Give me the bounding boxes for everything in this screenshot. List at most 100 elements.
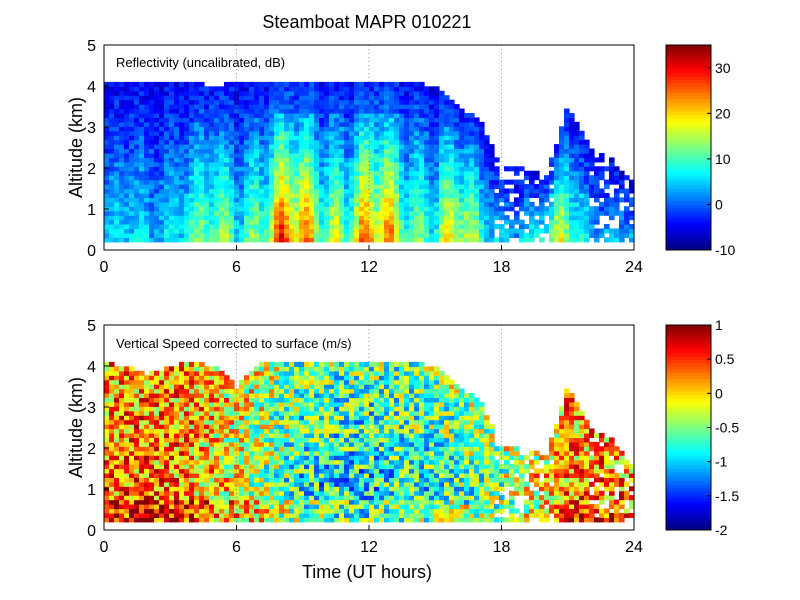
heatmap-cell (379, 144, 385, 150)
heatmap-cell (619, 219, 625, 225)
heatmap-cell (139, 157, 145, 163)
heatmap-cell (424, 157, 430, 163)
heatmap-cell (219, 428, 225, 434)
heatmap-cell (209, 237, 215, 243)
x-tick-label: 18 (493, 259, 511, 276)
heatmap-cell (289, 370, 295, 376)
heatmap-cell (259, 495, 265, 501)
heatmap-cell (244, 477, 250, 483)
heatmap-cell (169, 228, 175, 234)
heatmap-cell (314, 117, 320, 123)
heatmap-cell (299, 384, 305, 390)
heatmap-cell (214, 117, 220, 123)
heatmap-cell (134, 464, 140, 470)
heatmap-cell (134, 424, 140, 430)
heatmap-cell (134, 99, 140, 105)
heatmap-cell (279, 517, 285, 523)
heatmap-cell (289, 397, 295, 403)
heatmap-cell (359, 108, 365, 114)
heatmap-cell (159, 375, 165, 381)
heatmap-cell (214, 419, 220, 425)
heatmap-cell (254, 424, 260, 430)
heatmap-cell (474, 152, 480, 159)
heatmap-cell (484, 206, 490, 212)
heatmap-cell (489, 237, 495, 243)
heatmap-cell (259, 121, 265, 127)
heatmap-cell (149, 388, 155, 394)
heatmap-cell (439, 126, 445, 132)
heatmap-cell (399, 215, 405, 221)
heatmap-cell (174, 517, 180, 523)
heatmap-cell (144, 432, 150, 439)
heatmap-cell (514, 188, 520, 194)
heatmap-cell (279, 432, 285, 439)
heatmap-cell (254, 121, 260, 127)
heatmap-cell (259, 486, 265, 492)
heatmap-cell (144, 175, 150, 181)
heatmap-cell (614, 210, 620, 216)
heatmap-cell (344, 206, 350, 212)
heatmap-cell (299, 464, 305, 470)
heatmap-cell (419, 95, 425, 101)
heatmap-cell (574, 206, 580, 212)
heatmap-cell (124, 477, 130, 483)
heatmap-cell (164, 379, 170, 385)
heatmap-cell (349, 224, 355, 230)
heatmap-cell (334, 95, 340, 101)
heatmap-cell (199, 437, 205, 443)
heatmap-cell (344, 468, 350, 474)
heatmap-cell (149, 472, 155, 478)
heatmap-cell (179, 361, 185, 367)
heatmap-cell (184, 477, 190, 483)
heatmap-cell (189, 424, 195, 430)
heatmap-cell (209, 464, 215, 470)
heatmap-cell (199, 468, 205, 474)
heatmap-cell (444, 206, 450, 212)
heatmap-cell (439, 104, 445, 110)
heatmap-cell (104, 90, 110, 96)
heatmap-cell (609, 232, 615, 238)
heatmap-cell (279, 512, 285, 518)
heatmap-cell (299, 370, 305, 376)
heatmap-cell (224, 384, 230, 390)
heatmap-cell (264, 144, 270, 150)
heatmap-cell (584, 224, 590, 230)
heatmap-cell (249, 228, 255, 234)
heatmap-cell (479, 170, 485, 176)
heatmap-cell (349, 206, 355, 212)
heatmap-cell (419, 90, 425, 96)
heatmap-cell (389, 148, 395, 154)
heatmap-cell (129, 126, 135, 132)
heatmap-cell (474, 175, 480, 181)
heatmap-cell (569, 237, 575, 243)
heatmap-cell (249, 419, 255, 425)
heatmap-cell (354, 157, 360, 163)
heatmap-cell (309, 121, 315, 127)
heatmap-cell (609, 170, 615, 176)
heatmap-cell (574, 215, 580, 221)
heatmap-cell (479, 184, 485, 190)
heatmap-cell (224, 499, 230, 505)
heatmap-cell (189, 135, 195, 141)
heatmap-cell (129, 490, 135, 496)
heatmap-cell (344, 375, 350, 381)
heatmap-cell (264, 401, 270, 407)
heatmap-cell (564, 152, 570, 159)
heatmap-cell (124, 130, 130, 136)
heatmap-cell (254, 175, 260, 181)
heatmap-cell (149, 201, 155, 207)
heatmap-cell (499, 228, 505, 234)
heatmap-cell (339, 392, 345, 399)
heatmap-cell (134, 121, 140, 127)
heatmap-cell (484, 224, 490, 230)
colorbar-swatch (666, 89, 711, 94)
heatmap-cell (104, 477, 110, 483)
heatmap-cell (119, 499, 125, 505)
heatmap-cell (364, 90, 370, 96)
heatmap-cell (419, 219, 425, 225)
heatmap-cell (254, 472, 260, 478)
heatmap-cell (284, 477, 290, 483)
heatmap-cell (559, 210, 565, 216)
heatmap-cell (144, 455, 150, 461)
heatmap-cell (159, 135, 165, 141)
